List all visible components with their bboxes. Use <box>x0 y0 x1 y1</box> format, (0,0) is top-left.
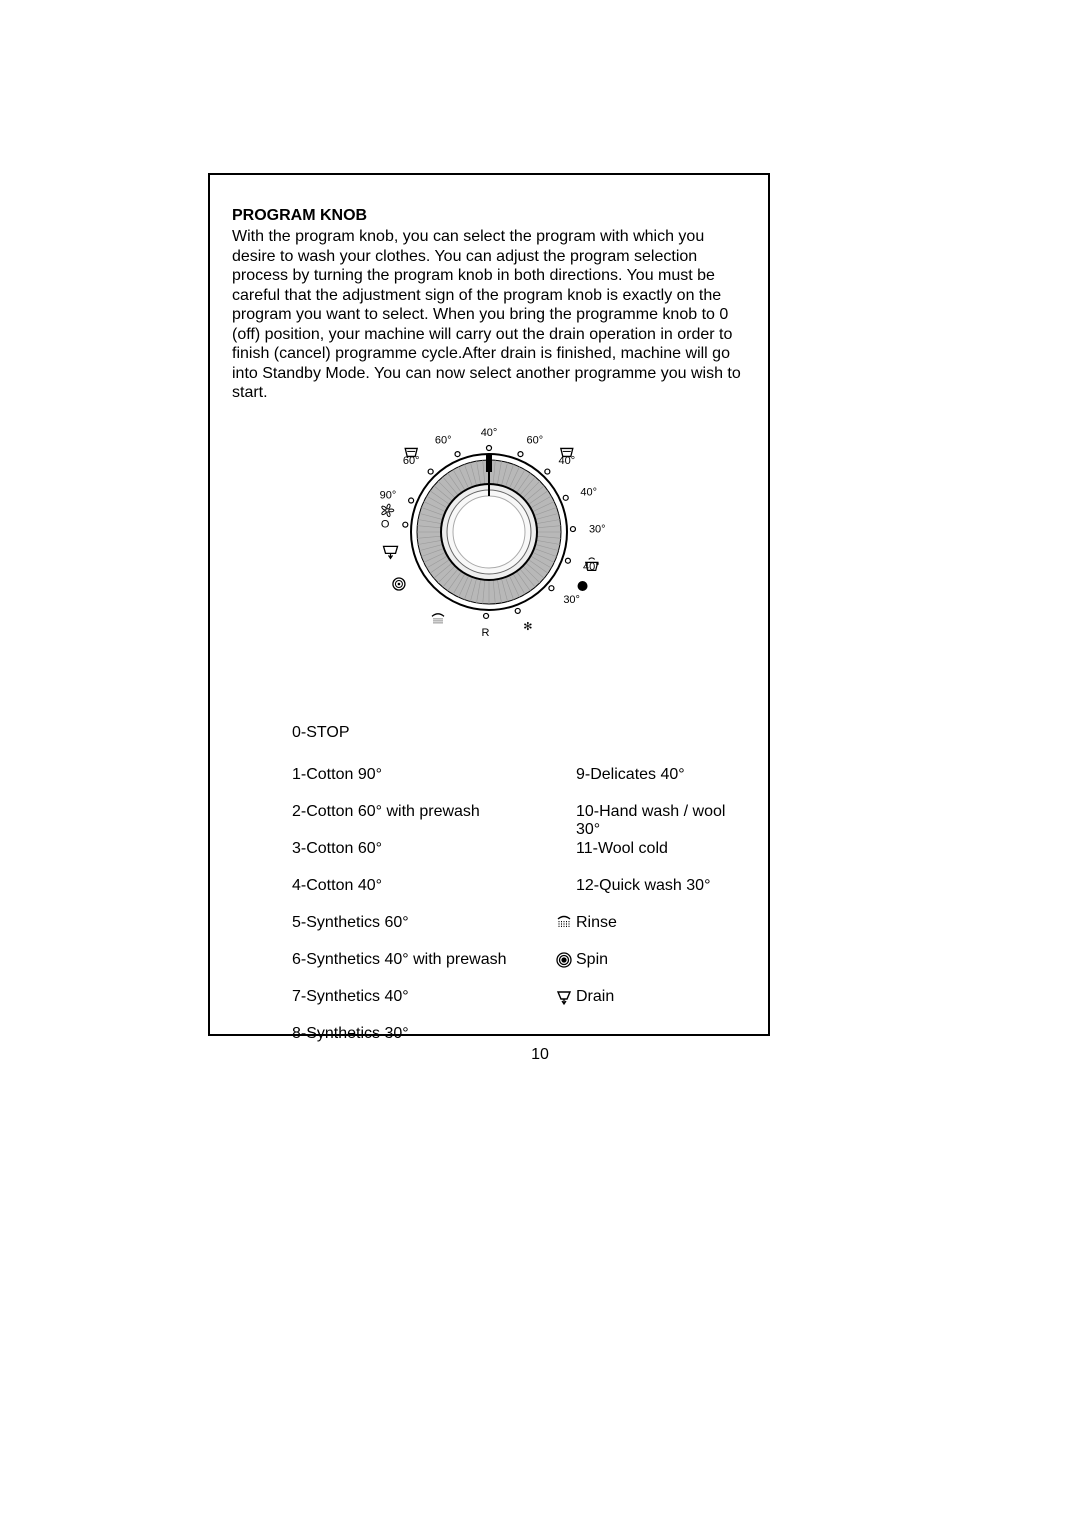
svg-text:40°: 40° <box>481 427 498 439</box>
program-knob-diagram: O90°60°60°40°60°40°40°30°40°30°R✻ <box>232 417 746 652</box>
program-icon-cell <box>552 766 576 803</box>
program-left-item: 1-Cotton 90° <box>292 766 552 803</box>
program-col-right: 9-Delicates 40°10-Hand wash / wool 30°11… <box>576 766 746 1062</box>
program-left-item: 2-Cotton 60° with prewash <box>292 803 552 840</box>
svg-text:R: R <box>482 627 490 639</box>
section-title: PROGRAM KNOB <box>232 207 746 225</box>
program-left-item: 3-Cotton 60° <box>292 840 552 877</box>
program-left-item: 4-Cotton 40° <box>292 877 552 914</box>
program-icon-cell <box>552 840 576 877</box>
program-col-left: 1-Cotton 90°2-Cotton 60° with prewash3-C… <box>292 766 552 1062</box>
svg-text:30°: 30° <box>563 594 580 606</box>
page: PROGRAM KNOB With the program knob, you … <box>0 0 1080 1527</box>
program-right-item: 10-Hand wash / wool 30° <box>576 803 746 840</box>
svg-text:30°: 30° <box>589 523 606 535</box>
svg-text:O: O <box>381 518 390 530</box>
svg-text:60°: 60° <box>526 434 543 446</box>
knob-svg: O90°60°60°40°60°40°40°30°40°30°R✻ <box>359 417 619 647</box>
program-right-item: 12-Quick wash 30° <box>576 877 746 914</box>
program-icon-cell <box>552 914 576 951</box>
program-icon-cell <box>552 988 576 1025</box>
svg-text:✻: ✻ <box>523 621 532 633</box>
svg-text:40°: 40° <box>580 486 597 498</box>
program-col-icons <box>552 766 576 1062</box>
program-icon-cell <box>552 951 576 988</box>
drain-icon <box>555 988 573 1006</box>
program-icon-cell <box>552 877 576 914</box>
program-icon-cell <box>552 803 576 840</box>
svg-text:60°: 60° <box>435 434 452 446</box>
program-right-item: 9-Delicates 40° <box>576 766 746 803</box>
program-right-item: Spin <box>576 951 746 988</box>
program-right-item: Rinse <box>576 914 746 951</box>
program-left-item: 7-Synthetics 40° <box>292 988 552 1025</box>
content-frame: PROGRAM KNOB With the program knob, you … <box>208 173 770 1036</box>
svg-text:90°: 90° <box>380 489 397 501</box>
page-number: 10 <box>0 1046 1080 1064</box>
program-list: 0-STOP 1-Cotton 90°2-Cotton 60° with pre… <box>232 724 746 1062</box>
program-right-item: Drain <box>576 988 746 1025</box>
program-right-item: 11-Wool cold <box>576 840 746 877</box>
program-left-item: 5-Synthetics 60° <box>292 914 552 951</box>
rinse-icon <box>555 914 573 932</box>
program-left-item: 6-Synthetics 40° with prewash <box>292 951 552 988</box>
program-columns: 1-Cotton 90°2-Cotton 60° with prewash3-C… <box>232 766 746 1062</box>
spin-icon <box>555 951 573 969</box>
program-stop: 0-STOP <box>292 724 746 742</box>
section-body: With the program knob, you can select th… <box>232 227 746 403</box>
